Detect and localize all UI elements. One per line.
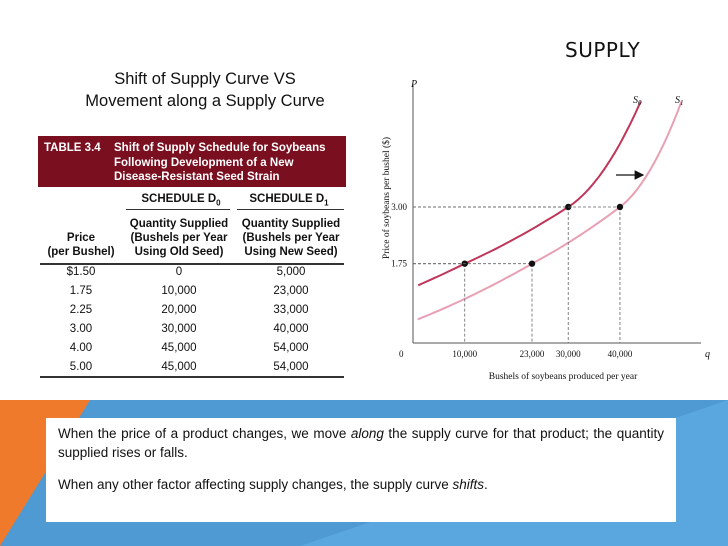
price-cell: $1.50 xyxy=(66,266,96,278)
col-header-new-seed: Quantity Supplied (Bushels per Year Using … xyxy=(241,218,341,258)
price-cell: 1.75 xyxy=(69,285,93,297)
slide-title: SUPPLY xyxy=(565,38,641,62)
x-axis-label: Bushels of soybeans produced per year xyxy=(489,371,638,382)
old-seed-qty-cell: 0 xyxy=(175,266,183,278)
subtitle-line-2: Movement along a Supply Curve xyxy=(85,92,325,110)
supply-shift-chart: Pq 0 Bushels of soybeans produced per year… xyxy=(381,79,710,382)
old-seed-qty-cell: 45,000 xyxy=(161,342,197,354)
col-header-price: Price (per Bushel) xyxy=(47,232,115,258)
supply-curve-s1 xyxy=(417,101,683,321)
header-rule xyxy=(40,263,344,265)
curve-label-s1: S1 xyxy=(675,95,684,107)
price-cell: 5.00 xyxy=(69,361,93,373)
old-seed-qty-cell: 20,000 xyxy=(161,304,197,316)
x-tick-label: 40,000 xyxy=(608,349,633,359)
schedule-d1-rule xyxy=(237,209,344,210)
x-tick-label: 23,000 xyxy=(520,349,545,359)
curve-label-s0: S0 xyxy=(633,95,642,107)
table-caption-line-2: Following Development of a New xyxy=(114,156,294,169)
old-seed-qty-cell: 30,000 xyxy=(161,323,197,335)
old-seed-qty-cell: 10,000 xyxy=(161,285,197,297)
schedule-d0-rule xyxy=(126,209,230,210)
table-caption-line-3: Disease-Resistant Seed Strain xyxy=(114,171,280,183)
y-tick-label: 1.75 xyxy=(391,259,407,269)
price-cell: 3.00 xyxy=(69,323,93,335)
new-seed-qty-cell: 54,000 xyxy=(273,342,309,354)
new-seed-qty-cell: 5,000 xyxy=(276,266,306,278)
explanation-paragraph-2: When any other factor affecting supply c… xyxy=(58,477,488,492)
new-seed-qty-cell: 23,000 xyxy=(273,285,309,297)
new-seed-qty-cell: 40,000 xyxy=(273,323,309,335)
subtitle-line-1: Shift of Supply Curve VS xyxy=(114,70,296,88)
table-caption-line-1: Shift of Supply Schedule for Soybeans xyxy=(114,142,326,154)
new-seed-qty-cell: 33,000 xyxy=(273,304,309,316)
y-axis-symbol: P xyxy=(410,79,417,90)
old-seed-qty-cell: 45,000 xyxy=(161,361,197,373)
x-tick-label: 30,000 xyxy=(556,349,581,359)
y-tick-label: 3.00 xyxy=(391,202,407,212)
price-cell: 2.25 xyxy=(69,304,93,316)
table-bottom-rule xyxy=(40,376,344,378)
price-cell: 4.00 xyxy=(69,342,93,354)
col-header-old-seed: Quantity Supplied (Bushels per Year Using … xyxy=(129,218,229,258)
slide-subtitle: Shift of Supply Curve VS Movement along … xyxy=(55,68,355,112)
y-axis-label: Price of soybeans per bushel ($) xyxy=(381,137,392,259)
explanation-paragraph-1: When the price of a product changes, we … xyxy=(58,426,664,460)
data-point xyxy=(528,260,536,267)
new-seed-qty-cell: 54,000 xyxy=(273,361,309,373)
x-tick-label: 10,000 xyxy=(452,349,477,359)
supply-curve-s0 xyxy=(417,101,642,287)
origin-label: 0 xyxy=(399,349,404,359)
schedule-d1-header: SCHEDULE D1 xyxy=(249,193,329,208)
table-caption-prefix: TABLE 3.4 xyxy=(44,142,101,154)
explanation-textbox: When the price of a product changes, we … xyxy=(46,418,676,522)
schedule-d0-header: SCHEDULE D0 xyxy=(141,193,221,208)
x-axis-symbol: q xyxy=(705,349,710,360)
table-caption: TABLE 3.4 Shift of Supply Schedule for S… xyxy=(38,136,346,187)
data-point xyxy=(616,203,624,211)
